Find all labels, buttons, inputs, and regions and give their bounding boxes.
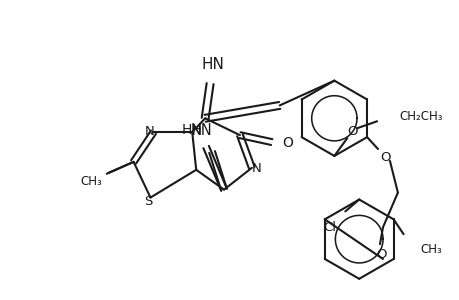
Text: CH₃: CH₃ [80, 175, 101, 188]
Text: N: N [191, 125, 201, 138]
Text: HN: HN [181, 123, 202, 137]
Text: N: N [252, 162, 261, 175]
Text: CH₃: CH₃ [420, 243, 441, 256]
Text: HN: HN [201, 57, 224, 72]
Text: S: S [144, 195, 152, 208]
Text: HN: HN [190, 123, 212, 138]
Text: O: O [346, 125, 357, 138]
Text: Cl: Cl [322, 221, 335, 234]
Text: O: O [380, 152, 390, 164]
Text: N: N [144, 125, 154, 138]
Text: O: O [376, 248, 386, 260]
Text: O: O [282, 136, 292, 150]
Text: CH₂CH₃: CH₂CH₃ [398, 110, 442, 123]
